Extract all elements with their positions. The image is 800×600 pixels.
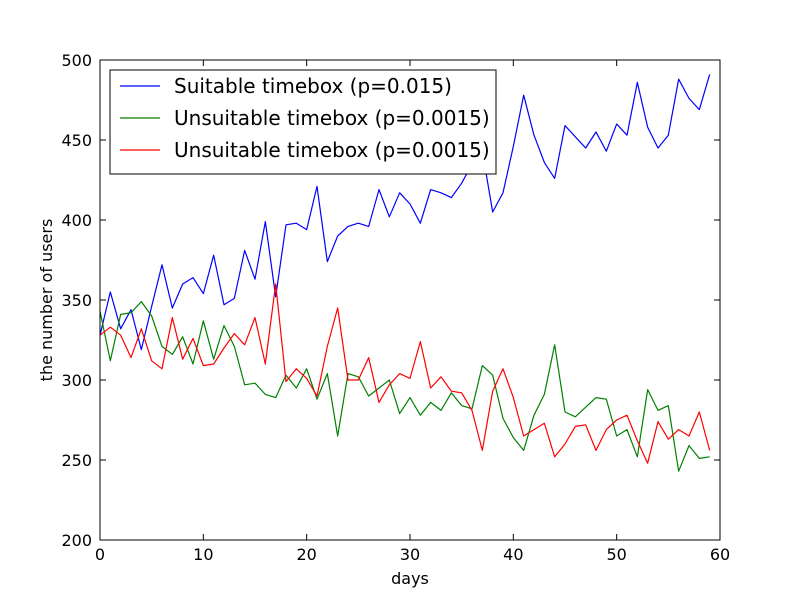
y-tick-label: 350: [61, 291, 92, 310]
series-layer: [99, 74, 711, 472]
y-tick-label: 500: [61, 51, 92, 70]
y-tick-label: 400: [61, 211, 92, 230]
legend: Suitable timebox (p=0.015) Unsuitable tim…: [109, 69, 497, 175]
y-tick-label: 200: [61, 531, 92, 550]
series-line-3: [99, 283, 711, 464]
x-tick-label: 50: [606, 545, 626, 564]
x-axis-label: days: [391, 569, 429, 588]
ticks-layer: 0 10 20 30 40 50 60 200 250 300 350 400 450 500: [61, 51, 730, 564]
y-tick-label: 300: [61, 371, 92, 390]
x-tick-label: 10: [193, 545, 213, 564]
legend-label-3: Unsuitable timebox (p=0.0015): [174, 138, 490, 162]
legend-label-2: Unsuitable timebox (p=0.0015): [174, 106, 490, 130]
x-tick-label: 20: [296, 545, 316, 564]
x-tick-label: 30: [400, 545, 420, 564]
legend-label-1: Suitable timebox (p=0.015): [174, 74, 452, 98]
x-tick-label: 60: [710, 545, 730, 564]
x-tick-label: 40: [503, 545, 523, 564]
series-line-1: [99, 74, 711, 351]
series-line-2: [99, 301, 710, 472]
x-tick-label: 0: [95, 545, 105, 564]
legend-box: [109, 69, 497, 175]
y-tick-label: 250: [61, 451, 92, 470]
y-axis-label: the number of users: [37, 219, 56, 382]
y-tick-label: 450: [61, 131, 92, 150]
